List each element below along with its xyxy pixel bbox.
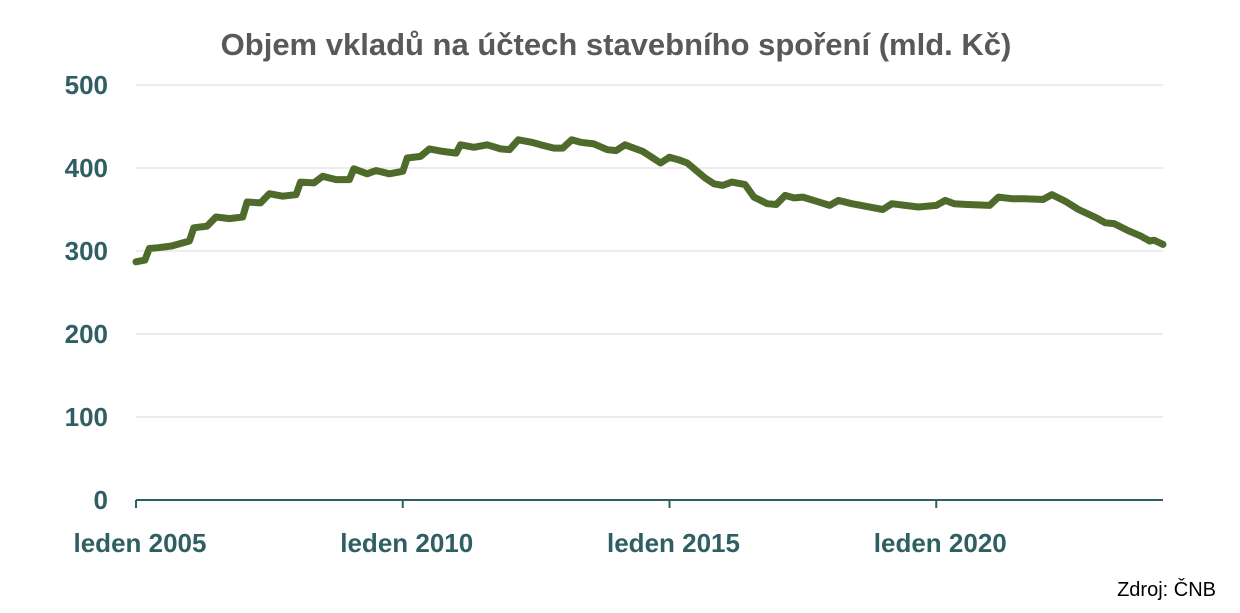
- y-tick-label: 400: [65, 153, 108, 183]
- x-axis-ticks: leden 2005 leden 2010 leden 2015 leden 2020: [74, 500, 1007, 558]
- source-note: Zdroj: ČNB: [1117, 578, 1216, 601]
- x-tick-label: leden 2020: [874, 528, 1007, 558]
- x-tick-label: leden 2005: [74, 528, 207, 558]
- gridlines: [136, 84, 1163, 418]
- chart-title: Objem vkladů na účtech stavebního spořen…: [221, 27, 1012, 62]
- x-tick-label: leden 2010: [340, 528, 473, 558]
- series-line: [132, 136, 1167, 266]
- y-tick-label: 0: [94, 485, 108, 515]
- y-tick-label: 300: [65, 236, 108, 266]
- y-tick-label: 100: [65, 402, 108, 432]
- y-tick-label: 500: [65, 70, 108, 100]
- y-tick-label: 200: [65, 319, 108, 349]
- y-axis-ticks: 0 100 200 300 400 500: [65, 70, 108, 515]
- x-tick-label: leden 2015: [607, 528, 740, 558]
